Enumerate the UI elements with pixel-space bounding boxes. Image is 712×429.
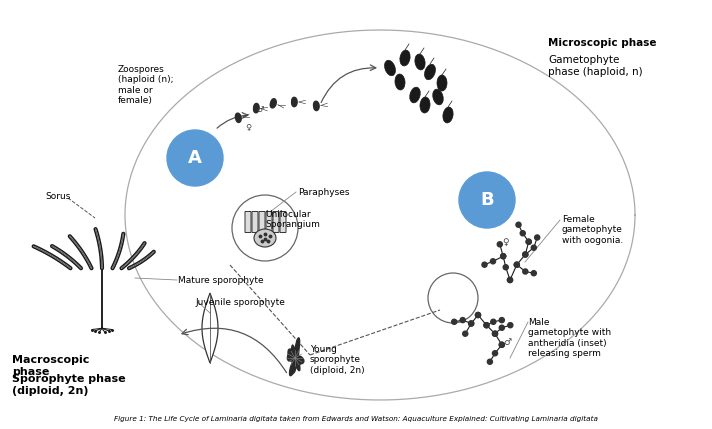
Circle shape (516, 222, 521, 227)
Circle shape (482, 262, 487, 267)
Circle shape (497, 242, 503, 247)
Ellipse shape (433, 89, 444, 105)
Polygon shape (236, 113, 241, 122)
Circle shape (526, 239, 531, 244)
FancyBboxPatch shape (245, 211, 251, 233)
Circle shape (526, 239, 531, 244)
Text: ♂: ♂ (503, 338, 511, 347)
Circle shape (491, 319, 496, 324)
Text: Mature sporophyte: Mature sporophyte (178, 276, 263, 285)
Circle shape (535, 235, 540, 240)
Text: Young
sporophyte
(diploid, 2n): Young sporophyte (diploid, 2n) (310, 345, 365, 375)
Circle shape (493, 331, 498, 336)
Ellipse shape (415, 54, 425, 70)
Text: Sporophyte phase
(diploid, 2n): Sporophyte phase (diploid, 2n) (12, 374, 125, 396)
Circle shape (523, 252, 528, 257)
Circle shape (493, 350, 498, 356)
Circle shape (514, 262, 519, 267)
Polygon shape (253, 103, 259, 113)
Circle shape (508, 278, 513, 283)
Circle shape (501, 254, 506, 259)
Circle shape (167, 130, 223, 186)
Polygon shape (271, 99, 276, 108)
Ellipse shape (395, 74, 405, 90)
Circle shape (508, 278, 513, 283)
Circle shape (499, 317, 504, 323)
Ellipse shape (400, 50, 410, 66)
Circle shape (493, 331, 498, 336)
Ellipse shape (384, 60, 395, 76)
Circle shape (468, 321, 473, 326)
Text: Figure 1: The Life Cycle of Laminaria digitata taken from Edwards and Watson: Aq: Figure 1: The Life Cycle of Laminaria di… (114, 416, 598, 422)
Circle shape (523, 269, 528, 274)
Text: Microscopic phase: Microscopic phase (548, 38, 656, 48)
Text: Paraphyses: Paraphyses (298, 188, 350, 197)
Circle shape (459, 172, 515, 228)
Circle shape (476, 312, 481, 317)
Circle shape (491, 259, 496, 264)
Circle shape (468, 321, 473, 326)
Circle shape (499, 325, 504, 330)
Circle shape (520, 231, 525, 236)
Text: Juvenile sporophyte: Juvenile sporophyte (195, 298, 285, 307)
Circle shape (508, 323, 513, 328)
Text: Zoospores
(haploid (n);
male or
female): Zoospores (haploid (n); male or female) (118, 65, 174, 105)
Circle shape (476, 312, 481, 317)
Text: A: A (188, 149, 202, 167)
Polygon shape (288, 338, 304, 376)
Text: Unilocular
Sporangium: Unilocular Sporangium (265, 210, 320, 230)
FancyBboxPatch shape (280, 211, 286, 233)
Circle shape (484, 323, 489, 328)
Text: Sorus: Sorus (45, 192, 70, 201)
Text: Macroscopic
phase: Macroscopic phase (12, 355, 90, 377)
Circle shape (523, 252, 528, 257)
Circle shape (503, 265, 508, 270)
Text: ♂: ♂ (256, 105, 263, 114)
Circle shape (487, 359, 493, 364)
FancyBboxPatch shape (273, 211, 279, 233)
Text: Female
gametophyte
with oogonia.: Female gametophyte with oogonia. (562, 215, 623, 245)
FancyBboxPatch shape (266, 211, 272, 233)
Circle shape (531, 271, 536, 276)
Ellipse shape (420, 97, 430, 113)
Text: Gametophyte
phase (haploid, n): Gametophyte phase (haploid, n) (548, 55, 643, 77)
Ellipse shape (409, 87, 420, 103)
Polygon shape (202, 293, 218, 363)
Circle shape (499, 342, 504, 347)
Polygon shape (313, 101, 319, 111)
Ellipse shape (254, 229, 276, 247)
Text: Male
gametophyte with
antheridia (inset)
releasing sperm: Male gametophyte with antheridia (inset)… (528, 318, 611, 358)
Circle shape (514, 262, 519, 267)
Polygon shape (292, 97, 297, 107)
Circle shape (501, 254, 506, 259)
Ellipse shape (443, 107, 453, 123)
Circle shape (499, 342, 504, 347)
Circle shape (484, 323, 489, 328)
Ellipse shape (437, 75, 447, 91)
Text: ♀: ♀ (502, 238, 508, 247)
Circle shape (531, 245, 536, 250)
Text: B: B (480, 191, 494, 209)
Text: ♀: ♀ (245, 123, 251, 132)
Ellipse shape (424, 64, 436, 80)
FancyBboxPatch shape (259, 211, 265, 233)
Circle shape (451, 319, 457, 324)
Circle shape (463, 331, 468, 336)
Circle shape (460, 317, 465, 323)
FancyBboxPatch shape (252, 211, 258, 233)
